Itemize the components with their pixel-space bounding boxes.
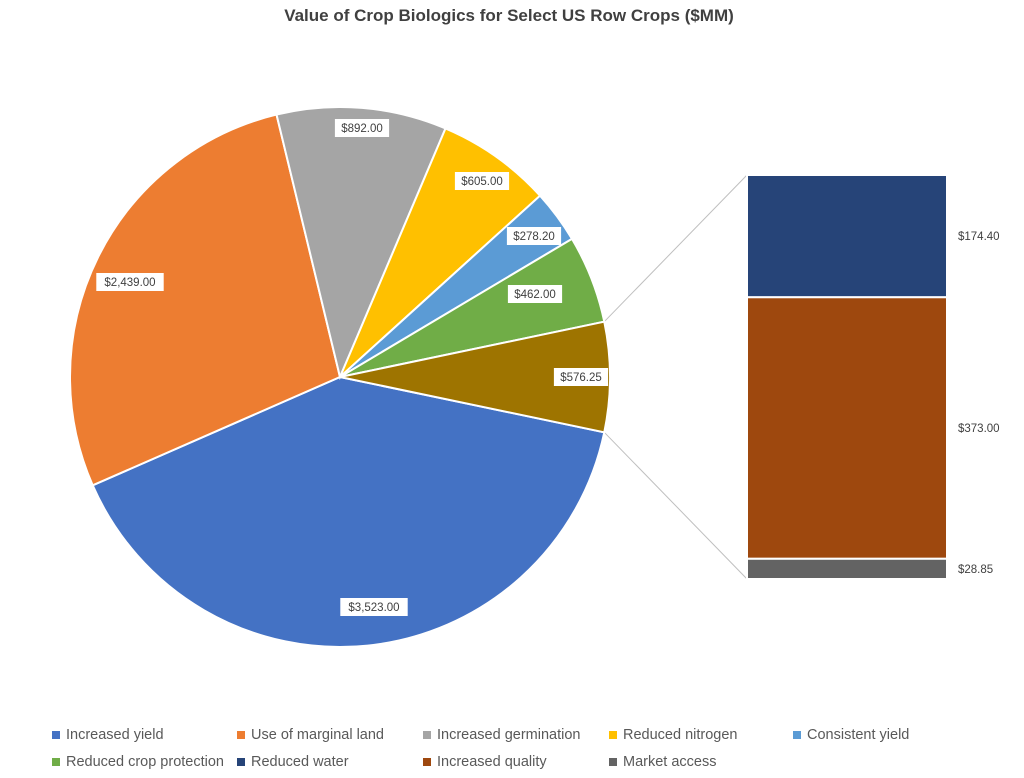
pie-slice-increased-yield xyxy=(91,375,606,648)
pie-data-label-other: $576.25 xyxy=(553,368,609,386)
breakout-bar xyxy=(746,174,948,580)
svg-text:$576.25: $576.25 xyxy=(560,372,602,384)
legend-item-reduced-nitrogen: Reduced nitrogen xyxy=(609,727,737,743)
legend-item-use-of-marginal-land: Use of marginal land xyxy=(237,727,384,743)
pie-data-label-reduced-crop-protection: $462.00 xyxy=(507,285,563,303)
bar-data-label-increased-quality: $373.00 xyxy=(958,423,1000,435)
svg-text:$278.20: $278.20 xyxy=(513,231,555,243)
legend-swatch xyxy=(793,731,801,739)
connector-line-bottom xyxy=(603,431,748,580)
legend-item-consistent-yield: Consistent yield xyxy=(793,727,909,743)
legend-item-increased-yield: Increased yield xyxy=(52,727,164,743)
bar-segment-increased-quality xyxy=(746,296,948,560)
connector-line-top xyxy=(603,174,748,323)
svg-text:$3,523.00: $3,523.00 xyxy=(348,602,399,614)
pie-slice-increased-germination xyxy=(275,106,447,381)
legend-swatch xyxy=(609,731,617,739)
legend-item-increased-germination: Increased germination xyxy=(423,727,580,743)
legend-swatch xyxy=(52,731,60,739)
pie xyxy=(69,106,611,648)
bar-segment-reduced-water xyxy=(746,174,948,299)
legend-item-reduced-water: Reduced water xyxy=(237,754,349,770)
pie-data-label-use-of-marginal-land: $2,439.00 xyxy=(96,273,164,291)
pie-slice-other xyxy=(339,320,611,434)
bar-of-pie-chart: $3,523.00 $2,439.00 $892.00 $605.00 $278.20 $… xyxy=(69,106,1000,648)
bar-data-label-market-access: $28.85 xyxy=(958,564,993,576)
legend-label: Increased yield xyxy=(66,727,164,743)
pie-data-label-consistent-yield: $278.20 xyxy=(506,227,562,245)
connector-lines xyxy=(603,174,748,580)
legend-label: Reduced crop protection xyxy=(66,754,224,770)
legend-item-increased-quality: Increased quality xyxy=(423,754,547,770)
bar-data-label-reduced-water: $174.40 xyxy=(958,231,1000,243)
pie-data-label-increased-yield: $3,523.00 xyxy=(340,598,408,616)
legend-label: Increased germination xyxy=(437,727,581,743)
legend-label: Market access xyxy=(623,754,717,770)
legend-swatch xyxy=(52,758,60,766)
legend-label: Consistent yield xyxy=(807,727,910,743)
legend-item-reduced-crop-protection: Reduced crop protection xyxy=(52,754,224,770)
legend-swatch xyxy=(237,731,245,739)
svg-text:$892.00: $892.00 xyxy=(341,123,383,135)
bar-segment-market-access xyxy=(746,557,948,580)
svg-text:$605.00: $605.00 xyxy=(461,176,503,188)
legend-swatch xyxy=(609,758,617,766)
legend-label: Use of marginal land xyxy=(251,727,384,743)
legend-swatch xyxy=(237,758,245,766)
legend-item-market-access: Market access xyxy=(609,754,716,770)
data-labels: $3,523.00 $2,439.00 $892.00 $605.00 $278.20 $… xyxy=(96,119,1000,616)
legend-swatch xyxy=(423,758,431,766)
legend-label: Reduced water xyxy=(251,754,349,770)
legend-label: Increased quality xyxy=(437,754,547,770)
chart-title: Value of Crop Biologics for Select US Ro… xyxy=(284,6,734,25)
legend-label: Reduced nitrogen xyxy=(623,727,738,743)
svg-text:$2,439.00: $2,439.00 xyxy=(104,277,155,289)
pie-data-label-reduced-nitrogen: $605.00 xyxy=(454,172,510,190)
svg-text:$462.00: $462.00 xyxy=(514,289,556,301)
pie-slice-reduced-nitrogen xyxy=(339,127,542,378)
pie-slice-use-of-marginal-land xyxy=(69,113,342,487)
pie-data-label-increased-germination: $892.00 xyxy=(334,119,390,137)
legend-swatch xyxy=(423,731,431,739)
